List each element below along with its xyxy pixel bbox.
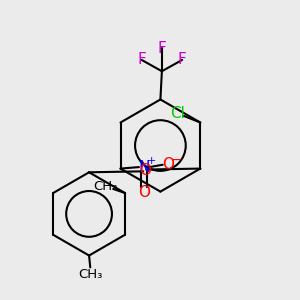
Text: CH₃: CH₃ (78, 268, 103, 281)
Text: CH₃: CH₃ (94, 180, 118, 193)
Text: F: F (158, 40, 166, 56)
Text: O: O (139, 163, 151, 178)
Text: O: O (162, 157, 174, 172)
Text: −: − (171, 152, 182, 167)
Text: N: N (139, 160, 150, 175)
Text: Cl: Cl (171, 106, 185, 121)
Text: O: O (138, 185, 150, 200)
Text: +: + (147, 156, 156, 166)
Text: F: F (178, 52, 187, 68)
Text: F: F (137, 52, 146, 68)
